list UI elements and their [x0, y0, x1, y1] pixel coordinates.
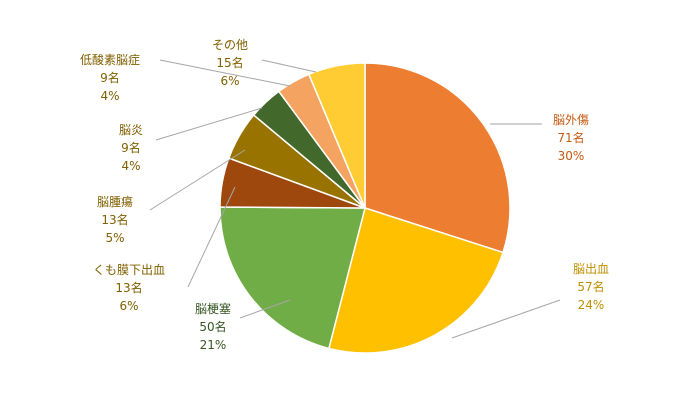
leader-line: [159, 59, 291, 87]
slice-label-percent: 5%: [105, 231, 124, 245]
slice-label-name: 脳出血: [573, 262, 609, 276]
slice-label-name: 脳外傷: [553, 112, 589, 127]
pie-slice: [364, 62, 511, 254]
pie-slice: [327, 207, 504, 354]
slice-label: 脳外傷 71名 30%: [553, 112, 589, 163]
leader-line: [451, 299, 561, 339]
slice-label-percent: 4%: [100, 89, 119, 103]
slice-label-count: 13名: [101, 212, 128, 227]
slice-label-percent: 24%: [578, 298, 605, 312]
slice-label: その他 15名 6%: [212, 38, 248, 88]
slice-label-count: 15名: [216, 55, 243, 70]
slice-label-percent: 21%: [200, 338, 227, 352]
pie-slice: [219, 206, 366, 350]
leader-lines: [149, 59, 561, 339]
slice-label-name: その他: [212, 38, 248, 52]
slice-label: くも膜下出血 13名 6%: [93, 263, 165, 313]
slice-label-percent: 4%: [121, 159, 140, 173]
slice-label-percent: 6%: [119, 299, 138, 313]
slice-label-name: 低酸素脳症: [80, 52, 140, 67]
slice-label-name: くも膜下出血: [93, 263, 165, 277]
slice-label-count: 50名: [199, 319, 226, 334]
slice-label-count: 13名: [115, 280, 142, 295]
leader-line: [261, 59, 317, 73]
slice-label: 脳腫瘍 13名 5%: [97, 194, 133, 245]
slice-label-percent: 30%: [558, 149, 585, 163]
leader-line: [155, 107, 263, 141]
leader-line: [239, 299, 291, 319]
slice-label-name: 脳炎: [119, 123, 143, 137]
slice-label: 脳出血 57名 24%: [573, 262, 609, 312]
slice-labels: 脳外傷 71名 30% 脳出血 57名 24% 脳梗塞 50名 21% くも膜下出血 13名 6% 脳腫…: [80, 38, 609, 352]
slice-label-percent: 6%: [220, 74, 239, 88]
slice-label: 脳炎 9名 4%: [119, 123, 143, 173]
leader-line: [149, 149, 246, 211]
slice-label-count: 9名: [121, 140, 141, 155]
slice-label: 低酸素脳症 9名 4%: [80, 52, 140, 103]
slice-label-name: 脳腫瘍: [97, 194, 133, 209]
leader-line: [187, 186, 236, 288]
slice-label: 脳梗塞 50名 21%: [195, 301, 231, 352]
slice-label-name: 脳梗塞: [195, 301, 231, 316]
pie-slices: [219, 62, 511, 354]
pie-slice: [307, 62, 366, 209]
slice-label-count: 57名: [577, 279, 604, 294]
slice-label-count: 71名: [557, 130, 584, 145]
slice-label-count: 9名: [100, 70, 120, 85]
